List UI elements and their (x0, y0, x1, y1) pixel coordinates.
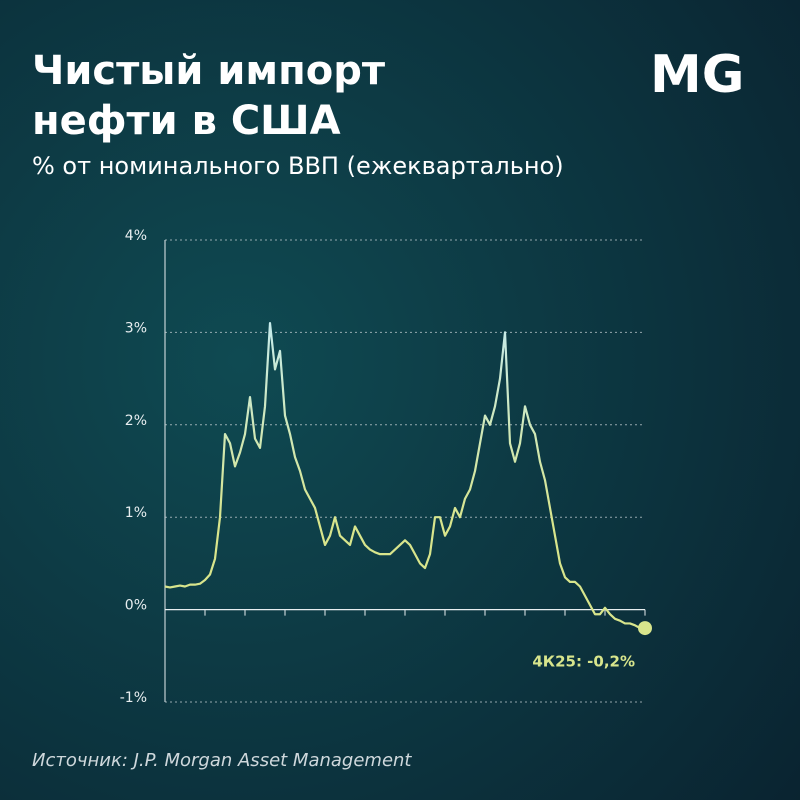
y-tick-label: 0% (125, 598, 147, 614)
y-tick-label: 4% (125, 228, 147, 244)
y-tick-label: 1% (125, 505, 147, 521)
chart-subtitle: % от номинального ВВП (ежеквартально) (32, 152, 564, 180)
end-point (638, 621, 652, 636)
y-tick-label: 3% (125, 320, 147, 336)
y-tick-label: 2% (125, 413, 147, 429)
line (164, 322, 645, 630)
chart-title: Чистый импорт (32, 48, 386, 94)
logo: MG (650, 45, 744, 105)
annotation: 4К25: -0,2% (532, 653, 635, 671)
chart-title: нефти в США (32, 98, 341, 144)
source: Источник: J.P. Morgan Asset Management (32, 750, 412, 771)
y-tick-label: -1% (120, 690, 147, 706)
